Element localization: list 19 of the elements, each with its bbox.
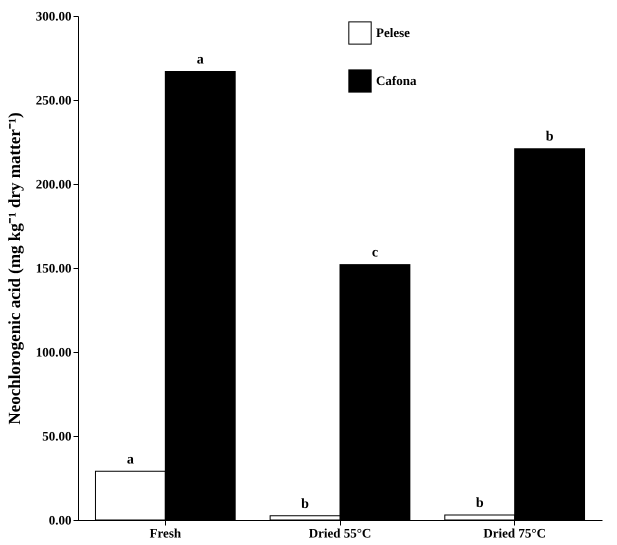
y-tick-label: 0.00 bbox=[48, 512, 72, 528]
y-axis-title: Neochlorogenic acid (mg kg⁻¹ dry matter⁻¹) bbox=[4, 112, 24, 425]
x-tick-label: Fresh bbox=[150, 526, 182, 540]
data-label: c bbox=[372, 246, 378, 261]
data-label: b bbox=[476, 496, 484, 511]
data-label: b bbox=[301, 496, 310, 512]
legend-label: Pelese bbox=[376, 25, 410, 40]
data-label: a bbox=[196, 52, 204, 68]
data-label: a bbox=[126, 452, 134, 468]
y-tick-label: 200.00 bbox=[36, 176, 72, 192]
x-tick-label: Dried 55°C bbox=[308, 526, 372, 540]
y-tick-label: 300.00 bbox=[36, 8, 72, 24]
legend-label: Cafona bbox=[376, 73, 417, 88]
y-tick-label: 250.00 bbox=[36, 92, 72, 108]
y-tick-label: 150.00 bbox=[36, 260, 72, 276]
x-tick-label: Dried 75°C bbox=[483, 526, 546, 540]
y-tick-label: 100.00 bbox=[36, 344, 72, 360]
data-label: b bbox=[546, 130, 554, 145]
y-tick-label: 50.00 bbox=[42, 428, 72, 444]
